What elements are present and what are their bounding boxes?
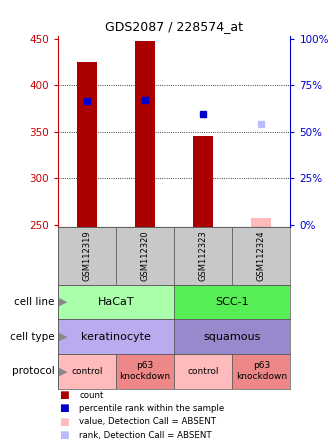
Bar [174,354,232,388]
Text: GSM112323: GSM112323 [199,230,208,281]
Text: GSM112320: GSM112320 [141,230,149,281]
Bar [251,218,272,227]
Text: rank, Detection Call = ABSENT: rank, Detection Call = ABSENT [79,431,212,440]
Text: count: count [79,391,104,400]
Bar [77,62,97,227]
Bar [174,227,232,285]
Text: control: control [71,367,103,376]
Text: ▶: ▶ [59,366,68,376]
Text: control: control [187,367,219,376]
Text: ■: ■ [59,390,69,400]
Text: p63
knockdown: p63 knockdown [236,361,287,381]
Text: GSM112319: GSM112319 [82,230,91,281]
Text: percentile rank within the sample: percentile rank within the sample [79,404,224,413]
Text: GSM112324: GSM112324 [257,230,266,281]
Bar [58,319,174,354]
Title: GDS2087 / 228574_at: GDS2087 / 228574_at [105,20,243,33]
Text: cell line: cell line [14,297,54,307]
Text: cell type: cell type [10,332,54,341]
Bar [135,40,155,227]
Text: p63
knockdown: p63 knockdown [119,361,171,381]
Bar [58,354,116,388]
Bar [58,285,174,319]
Text: keratinocyte: keratinocyte [81,332,151,341]
Text: ■: ■ [59,430,69,440]
Text: value, Detection Call = ABSENT: value, Detection Call = ABSENT [79,417,216,426]
Bar [193,135,213,227]
Bar [174,319,290,354]
Text: ■: ■ [59,417,69,427]
Bar [116,354,174,388]
Text: ▶: ▶ [59,297,68,307]
Bar [174,285,290,319]
Bar [116,227,174,285]
Text: ■: ■ [59,404,69,413]
Bar [58,227,116,285]
Text: protocol: protocol [12,366,54,376]
Bar [232,227,290,285]
Bar [232,354,290,388]
Text: squamous: squamous [204,332,261,341]
Text: SCC-1: SCC-1 [215,297,249,307]
Text: HaCaT: HaCaT [98,297,134,307]
Text: ▶: ▶ [59,332,68,341]
